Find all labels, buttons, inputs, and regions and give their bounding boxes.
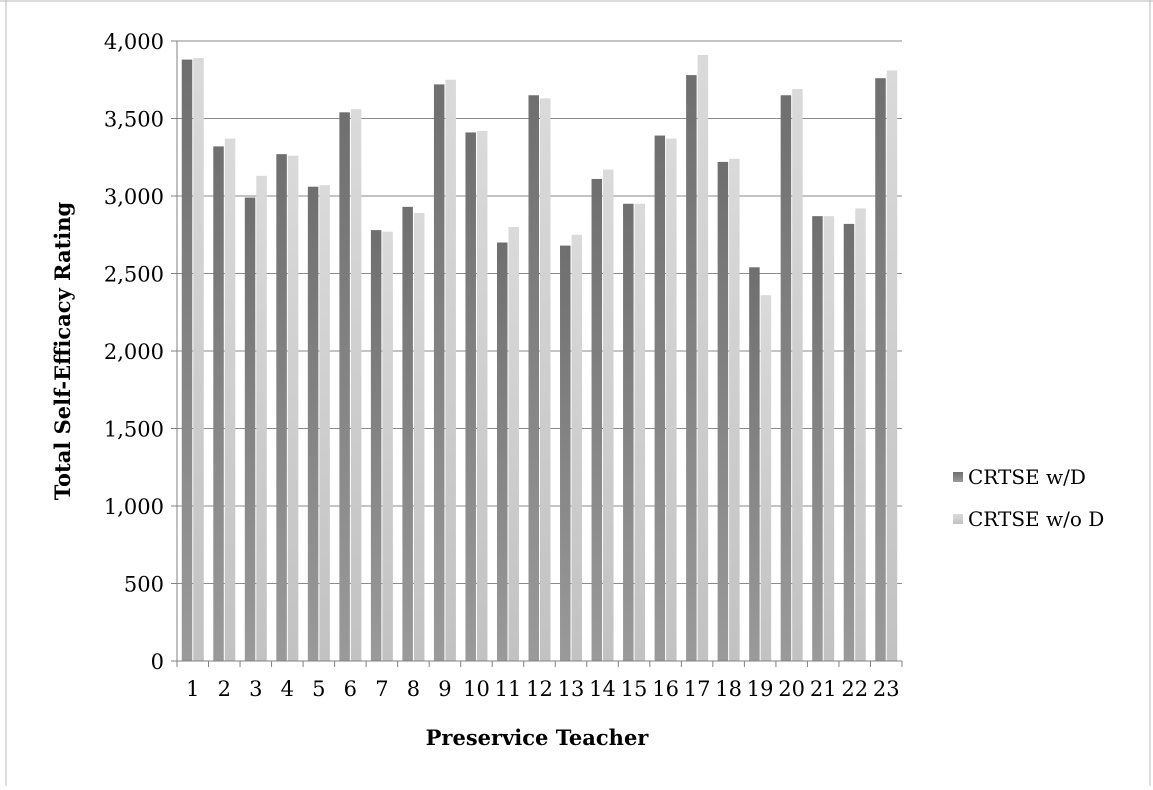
bar-crtse-with-d — [496, 242, 508, 661]
legend-label: CRTSE w/o D — [968, 507, 1104, 531]
x-tick-label: 5 — [312, 677, 325, 701]
x-tick-label: 2 — [218, 677, 231, 701]
bar-crtse-without-d — [445, 79, 456, 661]
bar-crtse-with-d — [654, 135, 666, 662]
bar-crtse-without-d — [886, 70, 898, 661]
bar-crtse-with-d — [433, 84, 445, 661]
bar-crtse-with-d — [276, 154, 287, 661]
bar-crtse-with-d — [686, 75, 697, 662]
bar-crtse-without-d — [760, 295, 772, 661]
bar-crtse-with-d — [213, 146, 224, 661]
x-tick-label: 22 — [841, 677, 868, 701]
bar-crtse-without-d — [729, 158, 740, 662]
y-tick-label: 1,000 — [104, 495, 164, 519]
x-tick-label: 20 — [778, 677, 805, 701]
y-tick-label: 2,000 — [104, 340, 164, 364]
bar-crtse-with-d — [528, 95, 539, 661]
x-tick-label: 10 — [463, 677, 490, 701]
bar-crtse-without-d — [697, 54, 709, 661]
x-tick-label: 3 — [249, 677, 262, 701]
bar-crtse-without-d — [571, 234, 583, 661]
bar-crtse-with-d — [307, 186, 319, 661]
bar-crtse-without-d — [256, 175, 267, 661]
bar-crtse-with-d — [749, 267, 760, 661]
bar-crtse-without-d — [508, 227, 519, 661]
legend-label: CRTSE w/D — [968, 465, 1086, 489]
x-tick-label: 1 — [186, 677, 199, 701]
bar-crtse-without-d — [666, 138, 677, 661]
y-tick-label: 2,500 — [104, 263, 164, 287]
bar-crtse-with-d — [370, 230, 382, 661]
bars — [181, 54, 898, 662]
x-tick-label: 16 — [652, 677, 679, 701]
axes: 0 500 1,000 1,500 2,000 2,500 3,000 3,500 4,000 1… — [104, 30, 903, 701]
bar-crtse-with-d — [181, 59, 193, 662]
legend-swatch — [953, 514, 963, 524]
x-tick-label: 21 — [810, 677, 837, 701]
x-tick-label: 15 — [621, 677, 648, 701]
bar-crtse-without-d — [382, 231, 393, 661]
bar-crtse-without-d — [855, 208, 866, 661]
bar-crtse-without-d — [603, 169, 614, 661]
x-tick-label: 18 — [715, 677, 742, 701]
y-tick-label: 4,000 — [104, 30, 164, 54]
bar-crtse-with-d — [623, 203, 634, 661]
y-tick-label: 3,500 — [104, 108, 164, 132]
bar-crtse-without-d — [476, 130, 488, 661]
x-tick-label: 6 — [344, 677, 357, 701]
x-tick-label: 11 — [495, 677, 522, 701]
bar-crtse-with-d — [244, 197, 256, 662]
legend-swatch — [953, 472, 963, 482]
bar-crtse-without-d — [350, 109, 362, 661]
bar-crtse-with-d — [875, 78, 886, 661]
y-tick-label: 500 — [124, 573, 164, 597]
bar-crtse-with-d — [591, 178, 603, 661]
bar-crtse-without-d — [823, 216, 835, 661]
x-tick-label: 9 — [438, 677, 451, 701]
y-axis-title: Total Self-Efficacy Rating — [50, 201, 75, 500]
x-tick-label: 8 — [407, 677, 420, 701]
bar-crtse-without-d — [413, 213, 425, 662]
bar-crtse-without-d — [319, 185, 330, 661]
bar-crtse-without-d — [287, 155, 299, 661]
x-tick-label: 7 — [375, 677, 388, 701]
legend: CRTSE w/D CRTSE w/o D — [953, 465, 1104, 531]
x-axis-title: Preservice Teacher — [426, 725, 650, 750]
bar-crtse-with-d — [560, 245, 571, 661]
bar-crtse-without-d — [634, 203, 646, 661]
x-tick-label: 19 — [747, 677, 774, 701]
y-tick-label: 3,000 — [104, 185, 164, 209]
bar-crtse-without-d — [792, 89, 803, 662]
bar-crtse-without-d — [540, 98, 551, 662]
x-tick-label: 12 — [526, 677, 553, 701]
x-tick-label: 23 — [873, 677, 900, 701]
x-tick-label: 4 — [281, 677, 294, 701]
x-tick-label: 13 — [558, 677, 585, 701]
bar-crtse-with-d — [465, 132, 476, 661]
bar-crtse-with-d — [843, 223, 855, 661]
bar-crtse-with-d — [339, 112, 350, 662]
bar-crtse-with-d — [812, 216, 823, 661]
y-tick-label: 0 — [151, 650, 164, 674]
x-tick-label: 14 — [589, 677, 616, 701]
bar-crtse-with-d — [717, 161, 729, 661]
bar-crtse-without-d — [193, 58, 204, 662]
x-tick-label: 17 — [684, 677, 711, 701]
bar-crtse-with-d — [402, 206, 413, 661]
bar-crtse-without-d — [224, 138, 236, 661]
y-tick-label: 1,500 — [104, 418, 164, 442]
bar-crtse-with-d — [780, 95, 792, 661]
